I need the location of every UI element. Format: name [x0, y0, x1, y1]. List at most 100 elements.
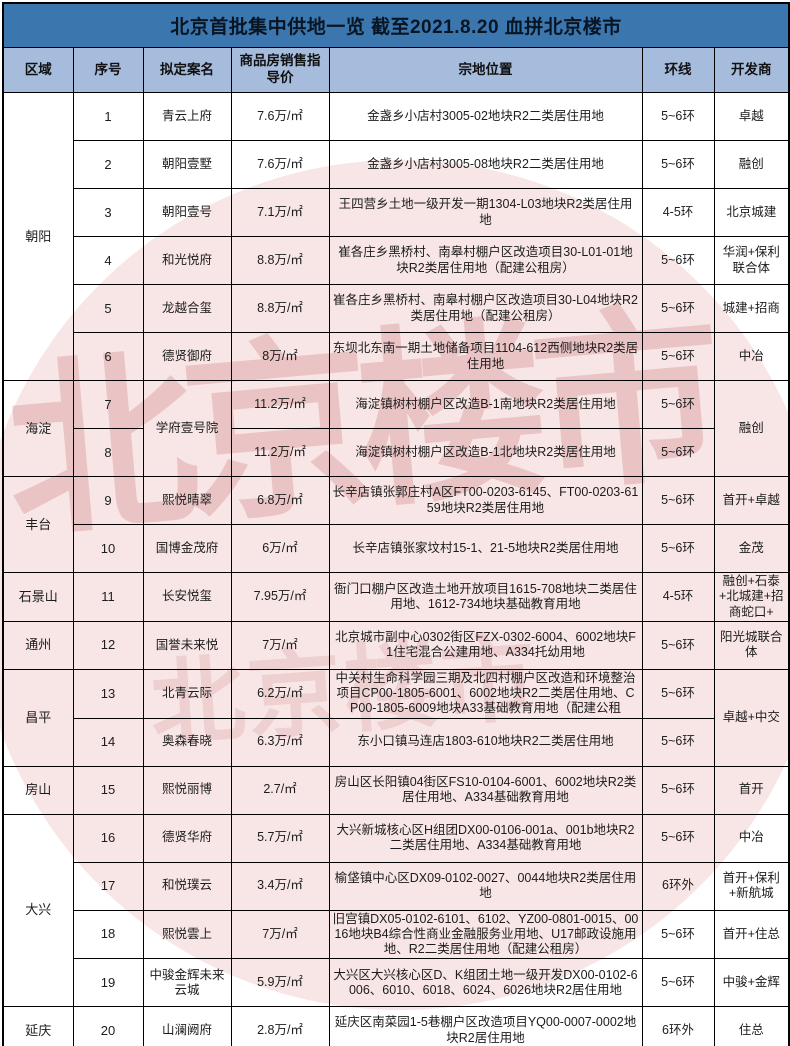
table-row: 18 熙悦雲上 7万/㎡ 旧宫镇DX05-0102-6101、6102、YZ00…: [3, 909, 790, 960]
project-name-cell: 奥森春晓: [142, 717, 232, 767]
developer-cell: 中冶: [713, 332, 790, 381]
price-cell: 8.8万/㎡: [230, 236, 330, 285]
developer-cell: 金茂: [713, 524, 790, 573]
developer-cell: 融创: [713, 140, 790, 189]
location-cell: 金盏乡小店村3005-08地块R2二类居住用地: [328, 140, 643, 189]
developer-cell: 中冶: [713, 813, 790, 863]
project-name-cell: 北青云际: [142, 668, 232, 719]
price-cell: 7万/㎡: [230, 620, 330, 670]
column-header-price: 商品房销售指导价: [230, 47, 330, 93]
price-cell: 7.95万/㎡: [230, 572, 330, 622]
table-row: 朝阳 1 青云上府 7.6万/㎡ 金盏乡小店村3005-02地块R2二类居住用地…: [2, 92, 790, 381]
project-name-cell: 龙越合玺: [142, 284, 232, 333]
table-row: 房山 15 熙悦丽博 2.7/㎡ 房山区长阳镇04街区FS10-0104-600…: [2, 765, 790, 815]
location-cell: 旧宫镇DX05-0102-6101、6102、YZ00-0801-0015、00…: [328, 909, 643, 960]
region-cell: 大兴: [2, 813, 74, 1008]
project-name-cell: 德贤华府: [142, 813, 232, 863]
region-cell: 丰台: [2, 476, 74, 573]
project-name-cell: 青云上府: [142, 92, 232, 141]
ring-cell: 5~6环: [641, 236, 715, 285]
table-row: 19 中骏金辉未来云城 5.9万/㎡ 大兴区大兴核心区D、K组团土地一级开发DX…: [3, 958, 790, 1008]
table-row: 通州 12 国誉未来悦 7万/㎡ 北京城市副中心0302街区FZX-0302-6…: [2, 620, 790, 670]
project-name-cell: 学府壹号院: [142, 380, 232, 477]
table-row: 5 龙越合玺 8.8万/㎡ 崔各庄乡黑桥村、南皋村棚户区改造项目30-L04地块…: [3, 284, 790, 333]
developer-cell: 卓越+中交: [713, 668, 790, 767]
project-name-cell: 国誉未来悦: [142, 620, 232, 670]
column-header-name: 拟定案名: [142, 47, 232, 93]
location-cell: 海淀镇树村棚户区改造B-1北地块R2类居住用地: [328, 428, 643, 477]
project-name-cell: 山澜阙府: [142, 1006, 232, 1046]
row-number-cell: 3: [72, 188, 144, 237]
developer-cell: 卓越: [713, 92, 790, 141]
project-name-cell: 熙悦雲上: [142, 909, 232, 960]
project-name-cell: 中骏金辉未来云城: [142, 958, 232, 1008]
column-header-ring: 环线: [641, 47, 715, 93]
table-row: 17 和悦璞云 3.4万/㎡ 榆垡镇中心区DX09-0102-0027、0044…: [3, 861, 790, 911]
project-name-cell: 和悦璞云: [142, 861, 232, 911]
table-row: 延庆 20 山澜阙府 2.8万/㎡ 延庆区南菜园1-5巷棚户区改造项目YQ00-…: [2, 1006, 790, 1046]
location-cell: 大兴区大兴核心区D、K组团土地一级开发DX00-0102-6006、6010、6…: [328, 958, 643, 1008]
row-number-cell: 14: [72, 717, 144, 767]
developer-cell: 首开+卓越: [713, 476, 790, 525]
project-name-cell: 熙悦晴翠: [142, 476, 232, 525]
ring-cell: 4-5环: [641, 572, 715, 622]
developer-cell: 阳光城联合体: [713, 620, 790, 670]
project-name-cell: 朝阳壹墅: [142, 140, 232, 189]
ring-cell: 6环外: [641, 861, 715, 911]
table-row: 丰台 9 熙悦晴翠 6.8万/㎡ 长辛店镇张郭庄村A区FT00-0203-614…: [2, 476, 790, 573]
table-title-row: 北京首批集中供地一览 截至2021.8.20 血拼北京楼市: [2, 2, 790, 48]
ring-cell: 5~6环: [641, 668, 715, 719]
price-cell: 5.7万/㎡: [230, 813, 330, 863]
table-row: 昌平 13 北青云际 6.2万/㎡ 中关村生命科学园三期及北四村棚户区改造和环境…: [2, 668, 790, 767]
price-cell: 7.6万/㎡: [230, 92, 330, 141]
developer-cell: 北京城建: [713, 188, 790, 237]
ring-cell: 5~6环: [641, 332, 715, 381]
region-cell: 房山: [2, 765, 74, 815]
location-cell: 王四营乡土地一级开发一期1304-L03地块R2类居住用地: [328, 188, 643, 237]
price-cell: 7.1万/㎡: [230, 188, 330, 237]
project-name-cell: 德贤御府: [142, 332, 232, 381]
location-cell: 中关村生命科学园三期及北四村棚户区改造和环境整治项目CP00-1805-6001…: [328, 668, 643, 719]
region-cell: 昌平: [2, 668, 74, 767]
location-cell: 崔各庄乡黑桥村、南皋村棚户区改造项目30-L04地块R2类居住用地（配建公租房）: [328, 284, 643, 333]
location-cell: 房山区长阳镇04街区FS10-0104-6001、6002地块R2类居住用地、A…: [328, 765, 643, 815]
region-cell: 通州: [2, 620, 74, 670]
table-row: 6 德贤御府 8万/㎡ 东坝北东南一期土地储备项目1104-612西侧地块R2类…: [3, 332, 790, 381]
location-cell: 榆垡镇中心区DX09-0102-0027、0044地块R2类居住用地: [328, 861, 643, 911]
price-cell: 6.3万/㎡: [230, 717, 330, 767]
table-row: 2 朝阳壹墅 7.6万/㎡ 金盏乡小店村3005-08地块R2二类居住用地 5~…: [3, 140, 790, 189]
column-header-row: 区域 序号 拟定案名 商品房销售指导价 宗地位置 环线 开发商: [2, 47, 790, 93]
location-cell: 大兴新城核心区H组团DX00-0106-001a、001b地块R2二类居住用地、…: [328, 813, 643, 863]
row-number-cell: 7: [72, 380, 144, 429]
location-cell: 延庆区南菜园1-5巷棚户区改造项目YQ00-0007-0002地块R2居住用地: [328, 1006, 643, 1046]
price-cell: 7万/㎡: [230, 909, 330, 960]
table-row: 3 朝阳壹号 7.1万/㎡ 王四营乡土地一级开发一期1304-L03地块R2类居…: [3, 188, 790, 237]
row-number-cell: 16: [72, 813, 144, 863]
location-cell: 东坝北东南一期土地储备项目1104-612西侧地块R2类居住用地: [328, 332, 643, 381]
project-name-cell: 长安悦玺: [142, 572, 232, 622]
location-cell: 海淀镇树村棚户区改造B-1南地块R2类居住用地: [328, 380, 643, 429]
ring-cell: 5~6环: [641, 140, 715, 189]
location-cell: 东小口镇马连店1803-610地块R2二类居住用地: [328, 717, 643, 767]
developer-cell: 城建+招商: [713, 284, 790, 333]
price-cell: 6万/㎡: [230, 524, 330, 573]
ring-cell: 5~6环: [641, 524, 715, 573]
project-name-cell: 和光悦府: [142, 236, 232, 285]
price-cell: 7.6万/㎡: [230, 140, 330, 189]
project-name-cell: 朝阳壹号: [142, 188, 232, 237]
price-cell: 6.8万/㎡: [230, 476, 330, 525]
ring-cell: 5~6环: [641, 476, 715, 525]
ring-cell: 5~6环: [641, 717, 715, 767]
row-number-cell: 1: [72, 92, 144, 141]
ring-cell: 4-5环: [641, 188, 715, 237]
location-cell: 长辛店镇张郭庄村A区FT00-0203-6145、FT00-0203-6159地…: [328, 476, 643, 525]
price-cell: 2.7/㎡: [230, 765, 330, 815]
table-row: 4 和光悦府 8.8万/㎡ 崔各庄乡黑桥村、南皋村棚户区改造项目30-L01-0…: [3, 236, 790, 285]
ring-cell: 5~6环: [641, 284, 715, 333]
price-cell: 11.2万/㎡: [230, 428, 330, 477]
price-cell: 8万/㎡: [230, 332, 330, 381]
price-cell: 6.2万/㎡: [230, 668, 330, 719]
ring-cell: 5~6环: [641, 909, 715, 960]
region-cell: 朝阳: [2, 92, 74, 381]
ring-cell: 5~6环: [641, 92, 715, 141]
